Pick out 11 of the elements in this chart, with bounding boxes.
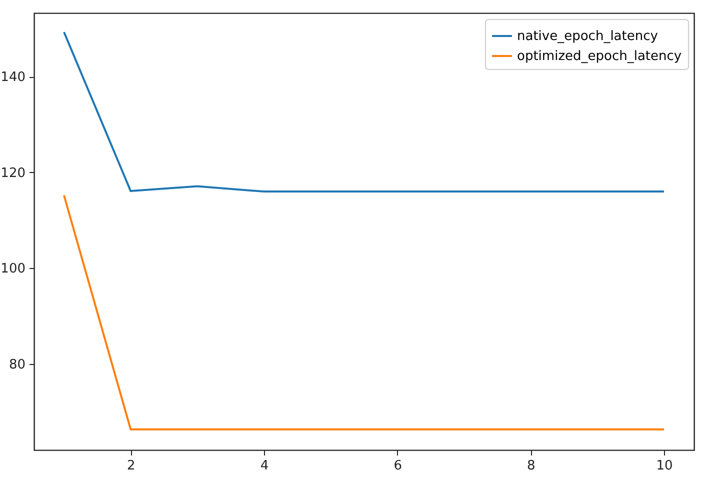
x-tick-label: 6 (394, 458, 402, 474)
y-tick-label: 80 (8, 357, 26, 372)
x-tick-label: 10 (656, 458, 673, 474)
legend-label: optimized_epoch_latency (517, 49, 682, 64)
y-tick-label: 120 (0, 166, 26, 181)
x-tick-label: 8 (527, 458, 536, 474)
y-tick-label: 140 (0, 70, 26, 86)
legend-label: native_epoch_latency (517, 29, 658, 44)
x-tick-label: 2 (127, 458, 136, 474)
x-tick-label: 4 (260, 458, 269, 474)
y-tick-label: 100 (0, 262, 26, 277)
